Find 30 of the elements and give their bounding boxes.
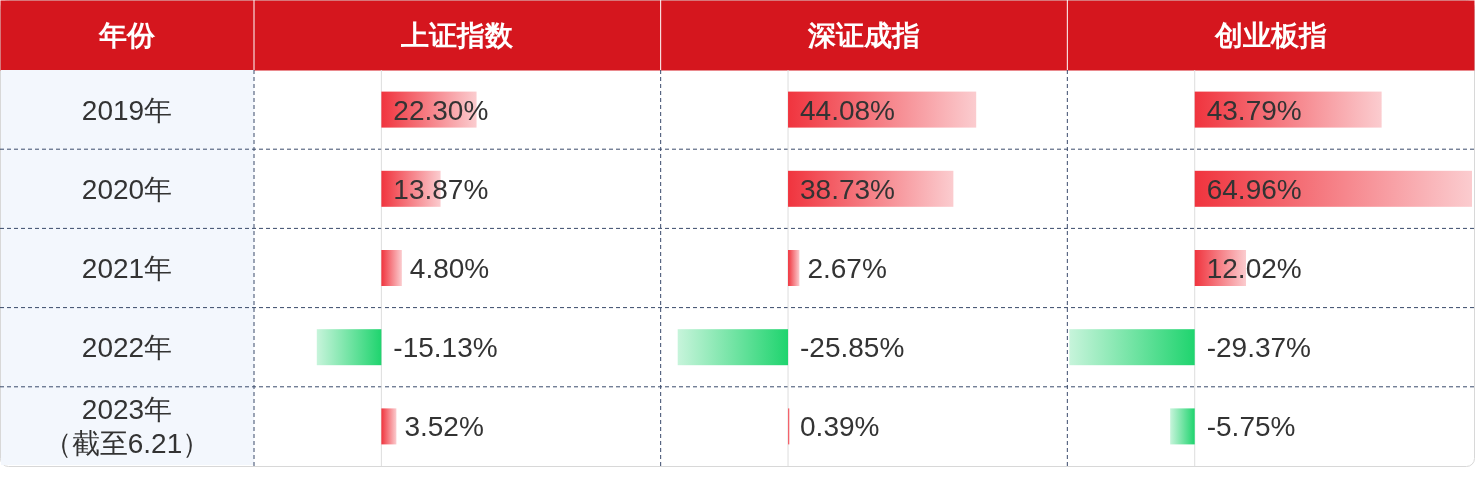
bar — [1170, 408, 1195, 445]
y-tick-label: 2022年 — [81, 332, 173, 364]
chart-title: 深证成指 — [807, 20, 920, 51]
chart-title: 创业板指 — [1213, 20, 1327, 51]
data-label: 43.79% — [1206, 94, 1302, 126]
data-label: -15.13% — [393, 332, 498, 364]
data-label: 0.39% — [800, 411, 880, 443]
bar — [1069, 329, 1195, 366]
bar — [1194, 170, 1473, 207]
y-tick-label: 2020年 — [81, 173, 173, 205]
data-label: 38.73% — [800, 173, 896, 205]
y-tick-label: 2019年 — [81, 94, 173, 126]
bar — [381, 250, 402, 286]
data-label: 64.96% — [1206, 173, 1302, 205]
bar — [788, 250, 800, 286]
y-tick-label: 2021年 — [81, 253, 173, 284]
data-label: 22.30% — [393, 94, 489, 126]
bar — [677, 329, 789, 366]
data-label: 44.08% — [800, 94, 896, 126]
y-axis-title: 年份 — [98, 20, 156, 51]
data-label: 2.67% — [807, 253, 887, 284]
bar — [381, 408, 397, 445]
y-tick-label: 2023年（截至6.21） — [43, 394, 211, 460]
data-label: -29.37% — [1206, 332, 1311, 364]
data-label: -5.75% — [1206, 411, 1296, 443]
data-label: -25.85% — [800, 332, 905, 364]
data-label: 3.52% — [404, 411, 484, 443]
bar — [316, 329, 382, 366]
chart-title: 上证指数 — [400, 20, 515, 51]
data-label: 4.80% — [409, 253, 490, 284]
